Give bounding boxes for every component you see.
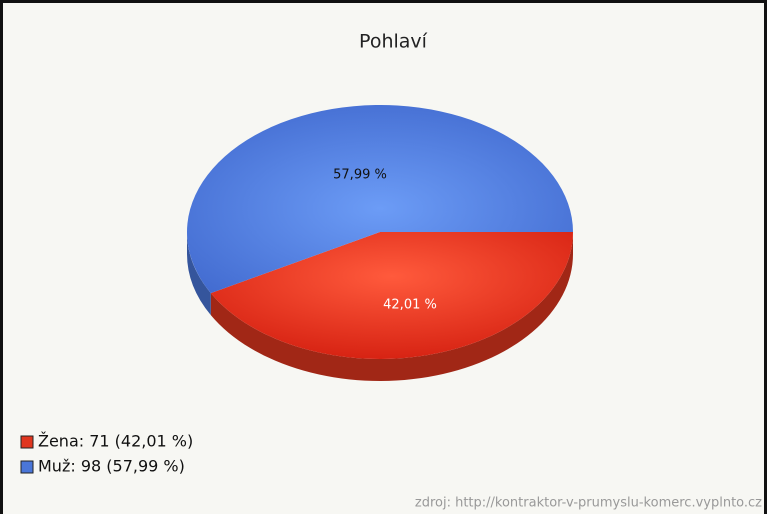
legend-label: Žena: 71 (42,01 %)	[38, 432, 193, 451]
legend-swatch	[20, 435, 34, 449]
source: zdroj: http://kontraktor-v-prumyslu-kome…	[415, 496, 762, 511]
slice	[186, 105, 573, 294]
chart-title: Pohlaví	[359, 31, 428, 53]
slice-side	[187, 232, 211, 316]
legend-label: Muž: 98 (57,99 %)	[38, 457, 185, 476]
legend-swatch	[20, 460, 34, 474]
value-label: 42,01 %	[383, 298, 437, 313]
value-label: 57,99 %	[333, 168, 387, 183]
slice-side	[210, 232, 573, 382]
slice	[210, 232, 573, 359]
